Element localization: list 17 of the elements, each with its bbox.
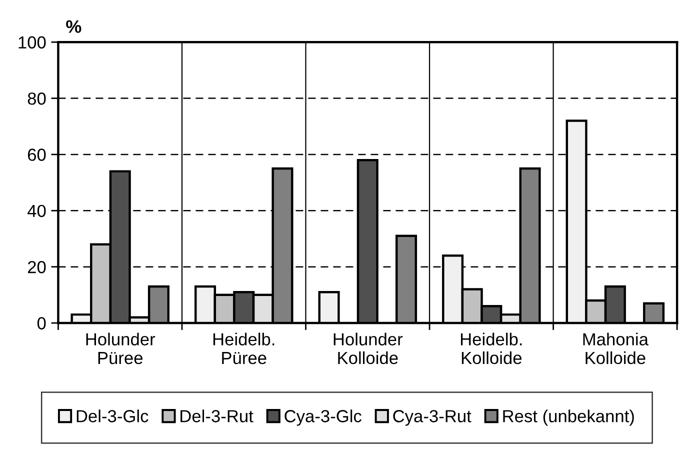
y-tick-label: 40 (27, 204, 46, 218)
x-tick-label: Holunder Püree (86, 332, 156, 364)
legend-label: Rest (unbekannt) (503, 410, 634, 426)
y-tick-label: 100 (18, 36, 46, 49)
legend-label: Del-3-Glc (76, 410, 148, 422)
y-tick-label: 80 (28, 92, 46, 105)
legend-label: Del-3-Rut (180, 410, 254, 422)
legend-label: Cya-3-Glc (284, 410, 362, 426)
legend-label: Cya-3-Rut (393, 410, 472, 426)
y-tick-label: 0 (37, 317, 46, 330)
x-tick-label: Holunder Kolloide (334, 332, 403, 364)
x-tick-label: Heidelb. Püree (213, 332, 274, 364)
y-tick-label: 60 (28, 148, 46, 161)
x-tick-label: Heidelb. Kolloide (460, 332, 522, 364)
y-tick-label: 20 (28, 260, 46, 274)
x-tick-label: Mahonia Kolloide (583, 332, 648, 364)
y-axis-title: % (66, 20, 82, 33)
